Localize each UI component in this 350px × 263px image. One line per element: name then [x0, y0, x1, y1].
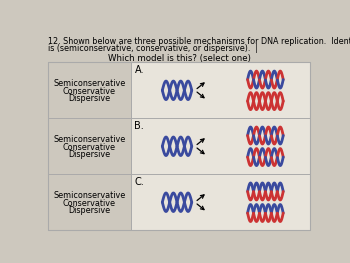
Text: 12. Shown below are three possible mechanisms for DNA replication.  Identify whi: 12. Shown below are three possible mecha…	[48, 37, 350, 46]
Text: Semiconservative: Semiconservative	[53, 79, 126, 88]
Text: Dispersive: Dispersive	[68, 150, 111, 159]
Text: Dispersive: Dispersive	[68, 206, 111, 215]
Text: Conservative: Conservative	[63, 87, 116, 96]
Text: Semiconservative: Semiconservative	[53, 135, 126, 144]
Text: is (semiconservative, conservative, or dispersive).  |: is (semiconservative, conservative, or d…	[48, 44, 258, 53]
Bar	[48, 62, 310, 230]
Text: Which model is this? (select one): Which model is this? (select one)	[108, 54, 251, 63]
Text: Semiconservative: Semiconservative	[53, 191, 126, 200]
Text: B.: B.	[134, 122, 144, 132]
Text: Conservative: Conservative	[63, 143, 116, 151]
Bar	[131, 62, 310, 230]
Text: C.: C.	[134, 177, 144, 187]
Bar	[48, 62, 131, 230]
Text: Conservative: Conservative	[63, 199, 116, 208]
Text: A.: A.	[134, 65, 144, 75]
Text: Dispersive: Dispersive	[68, 94, 111, 103]
